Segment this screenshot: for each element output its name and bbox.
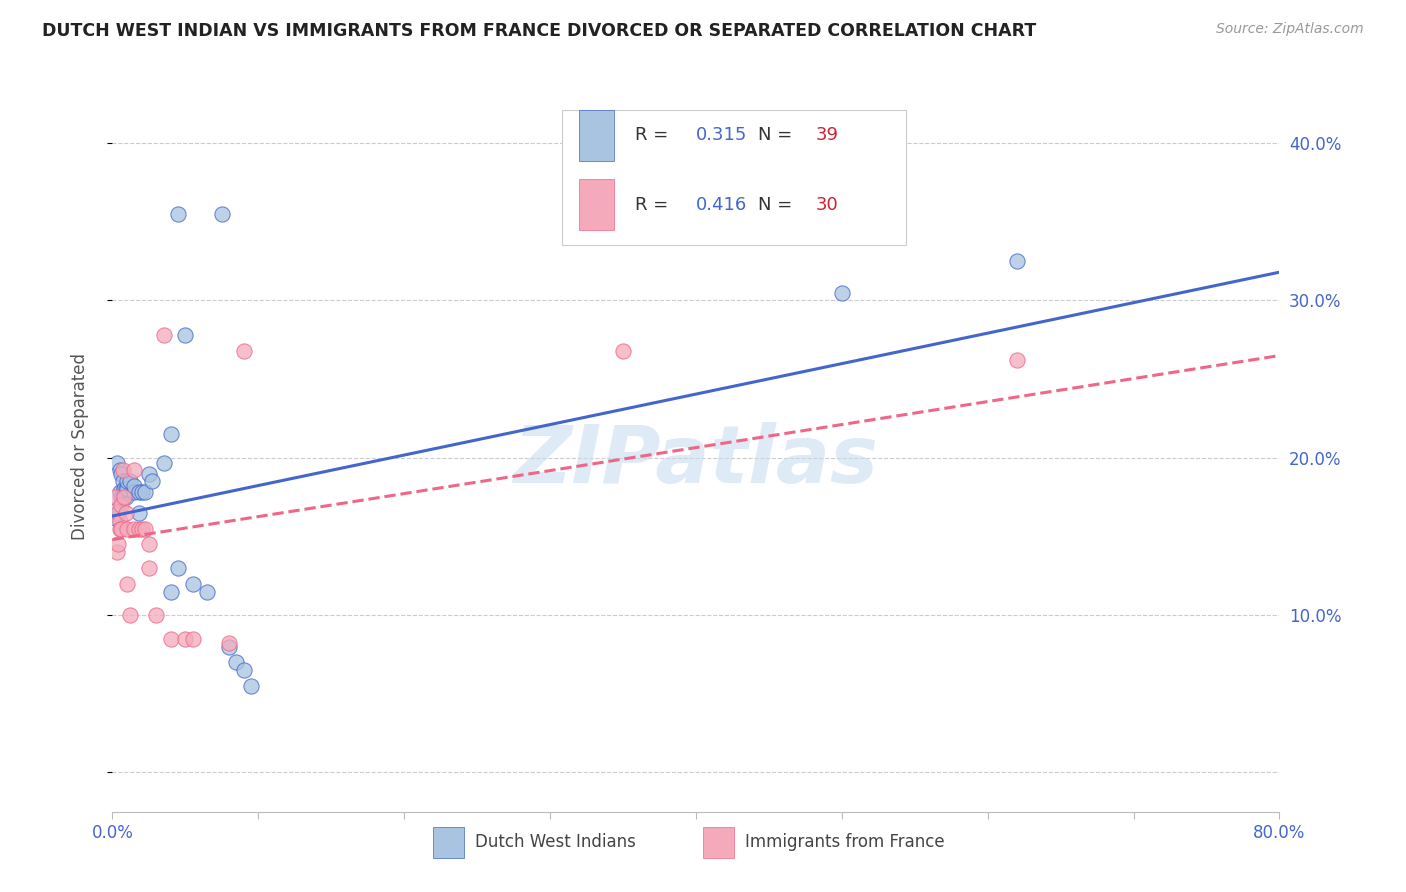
Point xyxy=(110,467,132,481)
Point xyxy=(218,636,240,650)
Point xyxy=(131,485,153,500)
Point xyxy=(141,475,163,489)
Point xyxy=(115,576,138,591)
Point xyxy=(612,343,634,358)
Point xyxy=(105,456,128,470)
Point xyxy=(110,490,132,504)
Point xyxy=(1005,254,1028,268)
Y-axis label: Divorced or Separated: Divorced or Separated xyxy=(70,352,89,540)
Point xyxy=(111,463,134,477)
Point xyxy=(124,479,146,493)
Text: 0.416: 0.416 xyxy=(696,195,747,213)
Point xyxy=(115,522,138,536)
Point xyxy=(181,632,204,646)
Text: DUTCH WEST INDIAN VS IMMIGRANTS FROM FRANCE DIVORCED OR SEPARATED CORRELATION CH: DUTCH WEST INDIAN VS IMMIGRANTS FROM FRA… xyxy=(42,22,1036,40)
Point xyxy=(107,501,129,516)
Point xyxy=(114,482,136,496)
Point xyxy=(145,608,167,623)
Point xyxy=(232,343,254,358)
Text: 39: 39 xyxy=(815,126,839,145)
FancyBboxPatch shape xyxy=(579,110,614,161)
Point xyxy=(107,506,129,520)
Point xyxy=(108,514,131,528)
Point xyxy=(107,537,129,551)
FancyBboxPatch shape xyxy=(579,179,614,230)
Point xyxy=(111,490,134,504)
Point xyxy=(110,522,132,536)
Point xyxy=(124,522,146,536)
Point xyxy=(211,207,233,221)
Point xyxy=(160,632,183,646)
Point xyxy=(108,485,131,500)
Point xyxy=(195,584,218,599)
Point xyxy=(831,285,853,300)
Point xyxy=(240,679,263,693)
Point xyxy=(232,663,254,677)
Text: R =: R = xyxy=(636,195,675,213)
Point xyxy=(174,328,197,343)
Point xyxy=(138,561,160,575)
Text: R =: R = xyxy=(636,126,675,145)
Point xyxy=(114,490,136,504)
Point xyxy=(174,632,197,646)
Point xyxy=(152,328,174,343)
Point xyxy=(124,463,146,477)
Point xyxy=(108,463,131,477)
Point xyxy=(138,467,160,481)
Point xyxy=(110,498,132,512)
Point xyxy=(134,485,156,500)
Point xyxy=(112,482,135,496)
Point xyxy=(152,456,174,470)
Point xyxy=(104,510,127,524)
Text: N =: N = xyxy=(758,195,797,213)
Point xyxy=(134,522,156,536)
Point xyxy=(108,522,131,536)
Point xyxy=(138,537,160,551)
Text: ZIPatlas: ZIPatlas xyxy=(513,422,879,500)
Point xyxy=(131,522,153,536)
Point xyxy=(118,608,141,623)
Point xyxy=(104,490,127,504)
Point xyxy=(124,485,146,500)
Point xyxy=(167,207,190,221)
Point xyxy=(1005,353,1028,368)
Point xyxy=(115,482,138,496)
Point xyxy=(160,584,183,599)
Point xyxy=(111,475,134,489)
Text: 30: 30 xyxy=(815,195,839,213)
Point xyxy=(225,655,247,669)
Point xyxy=(105,545,128,559)
Point xyxy=(128,485,150,500)
Point xyxy=(160,427,183,442)
Point xyxy=(114,506,136,520)
Point xyxy=(118,475,141,489)
Text: 0.315: 0.315 xyxy=(696,126,748,145)
Point xyxy=(128,506,150,520)
Point xyxy=(112,490,135,504)
Text: Dutch West Indians: Dutch West Indians xyxy=(475,833,636,852)
Point xyxy=(218,640,240,654)
Text: N =: N = xyxy=(758,126,797,145)
Point xyxy=(167,561,190,575)
Point xyxy=(115,475,138,489)
Point xyxy=(112,482,135,496)
Point xyxy=(181,576,204,591)
Point xyxy=(128,522,150,536)
Text: Immigrants from France: Immigrants from France xyxy=(745,833,945,852)
FancyBboxPatch shape xyxy=(562,110,905,245)
Text: Source: ZipAtlas.com: Source: ZipAtlas.com xyxy=(1216,22,1364,37)
